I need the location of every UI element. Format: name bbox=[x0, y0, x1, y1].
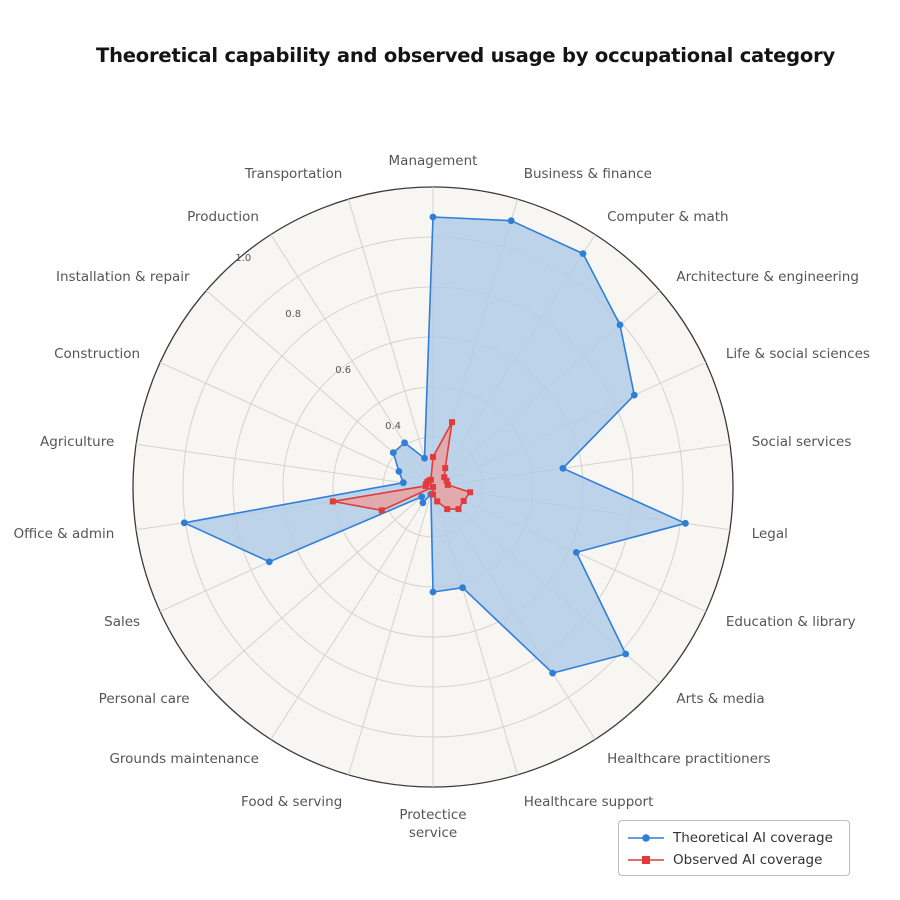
data-point bbox=[442, 465, 449, 472]
data-point bbox=[459, 584, 466, 592]
data-point bbox=[329, 498, 336, 505]
series-layer bbox=[180, 213, 689, 677]
category-label: Architecture & engineering bbox=[676, 269, 859, 285]
legend-item-observed: Observed AI coverage bbox=[627, 850, 822, 870]
category-label: Healthcare support bbox=[524, 794, 654, 810]
data-point bbox=[430, 454, 436, 460]
data-point bbox=[180, 519, 188, 527]
category-label: Business & finance bbox=[524, 166, 652, 182]
legend-item-theoretical: Theoretical AI coverage bbox=[627, 828, 833, 848]
legend-label: Observed AI coverage bbox=[673, 852, 823, 868]
data-point bbox=[682, 519, 689, 527]
data-point bbox=[429, 588, 437, 596]
data-point bbox=[507, 217, 515, 225]
data-point bbox=[430, 491, 436, 498]
data-point bbox=[572, 549, 580, 556]
data-point bbox=[616, 321, 624, 329]
category-label: Healthcare practitioners bbox=[607, 751, 770, 767]
category-label: Construction bbox=[54, 346, 140, 362]
data-point bbox=[622, 650, 630, 658]
data-point bbox=[455, 506, 462, 513]
chart-title: Theoretical capability and observed usag… bbox=[96, 44, 836, 67]
data-point bbox=[630, 391, 638, 399]
data-point bbox=[265, 558, 273, 566]
radial-tick-label: 1.0 bbox=[235, 253, 251, 264]
category-label: Social services bbox=[752, 434, 852, 450]
category-label: Agriculture bbox=[40, 434, 114, 450]
radial-tick-labels: 0.4 0.6 0.8 1.0 bbox=[235, 253, 401, 432]
data-point bbox=[441, 474, 448, 481]
data-point bbox=[467, 489, 474, 496]
category-label: Management bbox=[389, 153, 478, 169]
category-label: Legal bbox=[752, 526, 788, 542]
data-point bbox=[427, 476, 434, 483]
category-label: Education & library bbox=[726, 614, 856, 630]
category-label: Grounds maintenance bbox=[109, 751, 258, 767]
data-point bbox=[549, 669, 556, 677]
radial-tick-label: 0.4 bbox=[385, 421, 401, 432]
category-label: Sales bbox=[104, 614, 140, 630]
data-point bbox=[418, 493, 426, 501]
legend: Theoretical AI coverage Observed AI cove… bbox=[618, 820, 850, 876]
category-label: Computer & math bbox=[607, 209, 729, 225]
category-label: Transportation bbox=[244, 166, 342, 182]
grid-spoke bbox=[270, 486, 434, 740]
grid-spoke bbox=[348, 199, 434, 488]
category-label: Food & serving bbox=[241, 794, 342, 810]
legend-label: Theoretical AI coverage bbox=[673, 830, 833, 846]
data-point bbox=[378, 507, 385, 514]
data-point bbox=[444, 506, 451, 513]
data-point bbox=[449, 419, 455, 426]
data-point bbox=[389, 449, 397, 456]
data-point bbox=[443, 477, 450, 484]
radial-tick-label: 0.8 bbox=[285, 309, 301, 320]
data-point bbox=[444, 481, 451, 488]
grid-spoke bbox=[159, 361, 434, 488]
grid-spoke bbox=[136, 443, 434, 488]
category-label: Life & social sciences bbox=[726, 346, 870, 362]
legend-line-circle-icon bbox=[628, 834, 664, 842]
data-point bbox=[434, 498, 441, 505]
legend-line-square-icon bbox=[628, 856, 664, 864]
data-point bbox=[559, 464, 567, 472]
radial-tick-label: 0.6 bbox=[335, 365, 351, 376]
data-point bbox=[430, 484, 436, 490]
category-label: Personal care bbox=[99, 691, 190, 707]
category-label: Office & admin bbox=[13, 526, 114, 542]
category-label: Production bbox=[187, 209, 259, 225]
data-point bbox=[419, 499, 427, 507]
data-point bbox=[421, 454, 428, 462]
category-label: Arts & media bbox=[676, 691, 764, 707]
category-label: Installation & repair bbox=[56, 269, 190, 285]
data-point bbox=[395, 468, 403, 475]
data-point bbox=[401, 439, 408, 447]
grid-spoke bbox=[205, 486, 434, 684]
data-point bbox=[460, 498, 467, 504]
category-labels: Management Business & finance Computer & m… bbox=[13, 153, 869, 841]
data-point bbox=[429, 213, 437, 221]
grid-spoke bbox=[348, 486, 434, 775]
data-point bbox=[579, 250, 587, 257]
data-point bbox=[399, 479, 407, 487]
category-label: Protectice service bbox=[399, 807, 466, 841]
